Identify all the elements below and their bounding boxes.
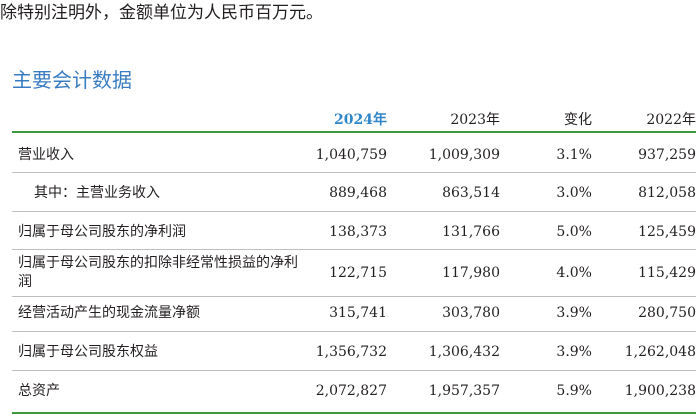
table-header: 2024年 2023年 变化 2022年: [12, 108, 696, 132]
cell-change: 5.0%: [556, 224, 592, 240]
row-divider: [12, 249, 696, 250]
cell-2022: 280,750: [638, 305, 696, 321]
cell-2023: 863,514: [442, 185, 500, 201]
cell-2022: 1,900,238: [624, 383, 696, 399]
cell-2023: 1,306,432: [428, 344, 500, 360]
cell-2024: 315,741: [329, 305, 387, 321]
column-header-change: 变化: [564, 112, 592, 128]
column-header-2023: 2023年: [450, 112, 500, 128]
section-title: 主要会计数据: [12, 68, 132, 92]
cell-2023: 117,980: [442, 265, 500, 281]
column-header-2022: 2022年: [646, 112, 696, 128]
cell-change: 3.9%: [556, 305, 592, 321]
row-label: 总资产: [18, 383, 60, 399]
row-label: 营业收入: [18, 147, 74, 163]
cell-2023: 303,780: [442, 305, 500, 321]
cell-2024: 2,072,827: [315, 383, 387, 399]
row-divider: [12, 331, 696, 332]
cell-change: 5.9%: [556, 383, 592, 399]
row-divider: [12, 211, 696, 212]
row-label: 归属于母公司股东权益: [18, 344, 158, 360]
cell-2024: 1,040,759: [315, 147, 387, 163]
table-bottom-rule: [12, 412, 696, 414]
cell-2024: 1,356,732: [315, 344, 387, 360]
row-label: 归属于母公司股东的净利润: [18, 224, 186, 240]
cell-2022: 812,058: [638, 185, 696, 201]
row-label: 其中：主营业务收入: [34, 185, 160, 201]
unit-note: 除特别注明外，金额单位为人民币百万元。: [0, 3, 323, 23]
column-header-2024: 2024年: [334, 112, 387, 128]
cell-2022: 937,259: [638, 147, 696, 163]
row-label: 经营活动产生的现金流量净额: [18, 305, 200, 321]
cell-2023: 1,009,309: [428, 147, 500, 163]
cell-2023: 131,766: [442, 224, 500, 240]
cell-change: 3.9%: [556, 344, 592, 360]
cell-2022: 1,262,048: [624, 344, 696, 360]
cell-2023: 1,957,357: [428, 383, 500, 399]
cell-change: 3.0%: [556, 185, 592, 201]
row-divider: [12, 296, 696, 297]
cell-2024: 122,715: [329, 265, 387, 281]
cell-2022: 115,429: [638, 265, 696, 281]
table-row: 归属于母公司股东的扣除非经常性损益的净利润 122,715 117,980 4.…: [12, 254, 696, 292]
row-divider: [12, 370, 696, 371]
header-rule: [12, 131, 696, 133]
row-label: 归属于母公司股东的扣除非经常性损益的净利润: [18, 255, 298, 290]
cell-change: 4.0%: [556, 265, 592, 281]
cell-2024: 889,468: [329, 185, 387, 201]
cell-2022: 125,459: [638, 224, 696, 240]
cell-2024: 138,373: [329, 224, 387, 240]
row-divider: [12, 172, 696, 173]
cell-change: 3.1%: [556, 147, 592, 163]
